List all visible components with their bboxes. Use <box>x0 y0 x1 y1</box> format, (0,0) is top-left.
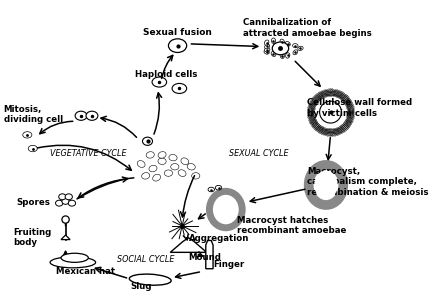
Ellipse shape <box>149 165 157 172</box>
Text: Aggregation: Aggregation <box>188 234 249 243</box>
Ellipse shape <box>280 39 285 44</box>
Ellipse shape <box>286 53 290 58</box>
Ellipse shape <box>28 145 37 152</box>
Ellipse shape <box>65 194 72 200</box>
Ellipse shape <box>178 170 186 176</box>
Text: Cellulose wall formed
by victim cells: Cellulose wall formed by victim cells <box>307 99 412 118</box>
Ellipse shape <box>172 83 187 93</box>
Ellipse shape <box>215 185 222 190</box>
Text: Spores: Spores <box>16 198 50 207</box>
Ellipse shape <box>285 42 290 46</box>
Ellipse shape <box>158 158 166 164</box>
Text: Cannibalization of
attracted amoebae begins: Cannibalization of attracted amoebae beg… <box>243 18 372 38</box>
Ellipse shape <box>272 42 289 55</box>
Ellipse shape <box>137 161 145 167</box>
Ellipse shape <box>130 274 171 285</box>
Ellipse shape <box>141 172 150 179</box>
Text: Macrocyst hatches
recombinant amoebae: Macrocyst hatches recombinant amoebae <box>237 216 346 235</box>
Polygon shape <box>170 238 207 252</box>
Text: SOCIAL CYCLE: SOCIAL CYCLE <box>117 255 174 264</box>
Ellipse shape <box>293 44 298 48</box>
Text: Mitosis,
dividing cell: Mitosis, dividing cell <box>4 105 63 124</box>
Ellipse shape <box>265 44 270 49</box>
Ellipse shape <box>50 257 95 268</box>
Ellipse shape <box>192 173 200 179</box>
Ellipse shape <box>280 53 284 59</box>
Text: Fruiting
body: Fruiting body <box>14 228 52 247</box>
Ellipse shape <box>264 50 269 54</box>
Ellipse shape <box>23 132 32 138</box>
Text: Haploid cells: Haploid cells <box>135 70 197 79</box>
Ellipse shape <box>152 77 167 87</box>
Ellipse shape <box>271 38 275 43</box>
Ellipse shape <box>315 171 337 199</box>
Ellipse shape <box>187 164 195 170</box>
Ellipse shape <box>215 197 237 222</box>
Circle shape <box>320 101 342 123</box>
Ellipse shape <box>152 174 160 181</box>
Ellipse shape <box>168 39 187 52</box>
Text: Macrocyst,
cannibalism complete,
recombination & meiosis: Macrocyst, cannibalism complete, recombi… <box>307 167 428 197</box>
Ellipse shape <box>142 137 152 145</box>
Ellipse shape <box>164 170 172 176</box>
Ellipse shape <box>59 194 66 200</box>
Ellipse shape <box>61 253 88 262</box>
Ellipse shape <box>171 164 179 170</box>
Text: VEGETATIVE CYCLE: VEGETATIVE CYCLE <box>50 148 126 157</box>
Text: Sexual fusion: Sexual fusion <box>143 28 212 37</box>
Text: Slug: Slug <box>130 282 152 291</box>
Ellipse shape <box>146 152 154 158</box>
Ellipse shape <box>298 46 303 51</box>
Ellipse shape <box>293 50 298 55</box>
Ellipse shape <box>264 48 270 52</box>
Ellipse shape <box>264 40 269 45</box>
Ellipse shape <box>208 187 214 192</box>
Ellipse shape <box>181 158 189 165</box>
Ellipse shape <box>158 152 166 158</box>
Ellipse shape <box>56 200 63 206</box>
Ellipse shape <box>69 200 76 206</box>
Text: SEXUAL CYCLE: SEXUAL CYCLE <box>229 148 289 157</box>
Text: Finger: Finger <box>213 260 244 269</box>
Polygon shape <box>61 235 70 240</box>
Circle shape <box>62 216 69 223</box>
Ellipse shape <box>169 154 177 161</box>
Ellipse shape <box>75 111 87 120</box>
Ellipse shape <box>86 111 98 120</box>
Ellipse shape <box>62 198 69 204</box>
Polygon shape <box>206 241 213 269</box>
Ellipse shape <box>271 51 276 56</box>
Text: Mound: Mound <box>188 253 221 262</box>
Text: Mexican hat: Mexican hat <box>57 267 115 276</box>
